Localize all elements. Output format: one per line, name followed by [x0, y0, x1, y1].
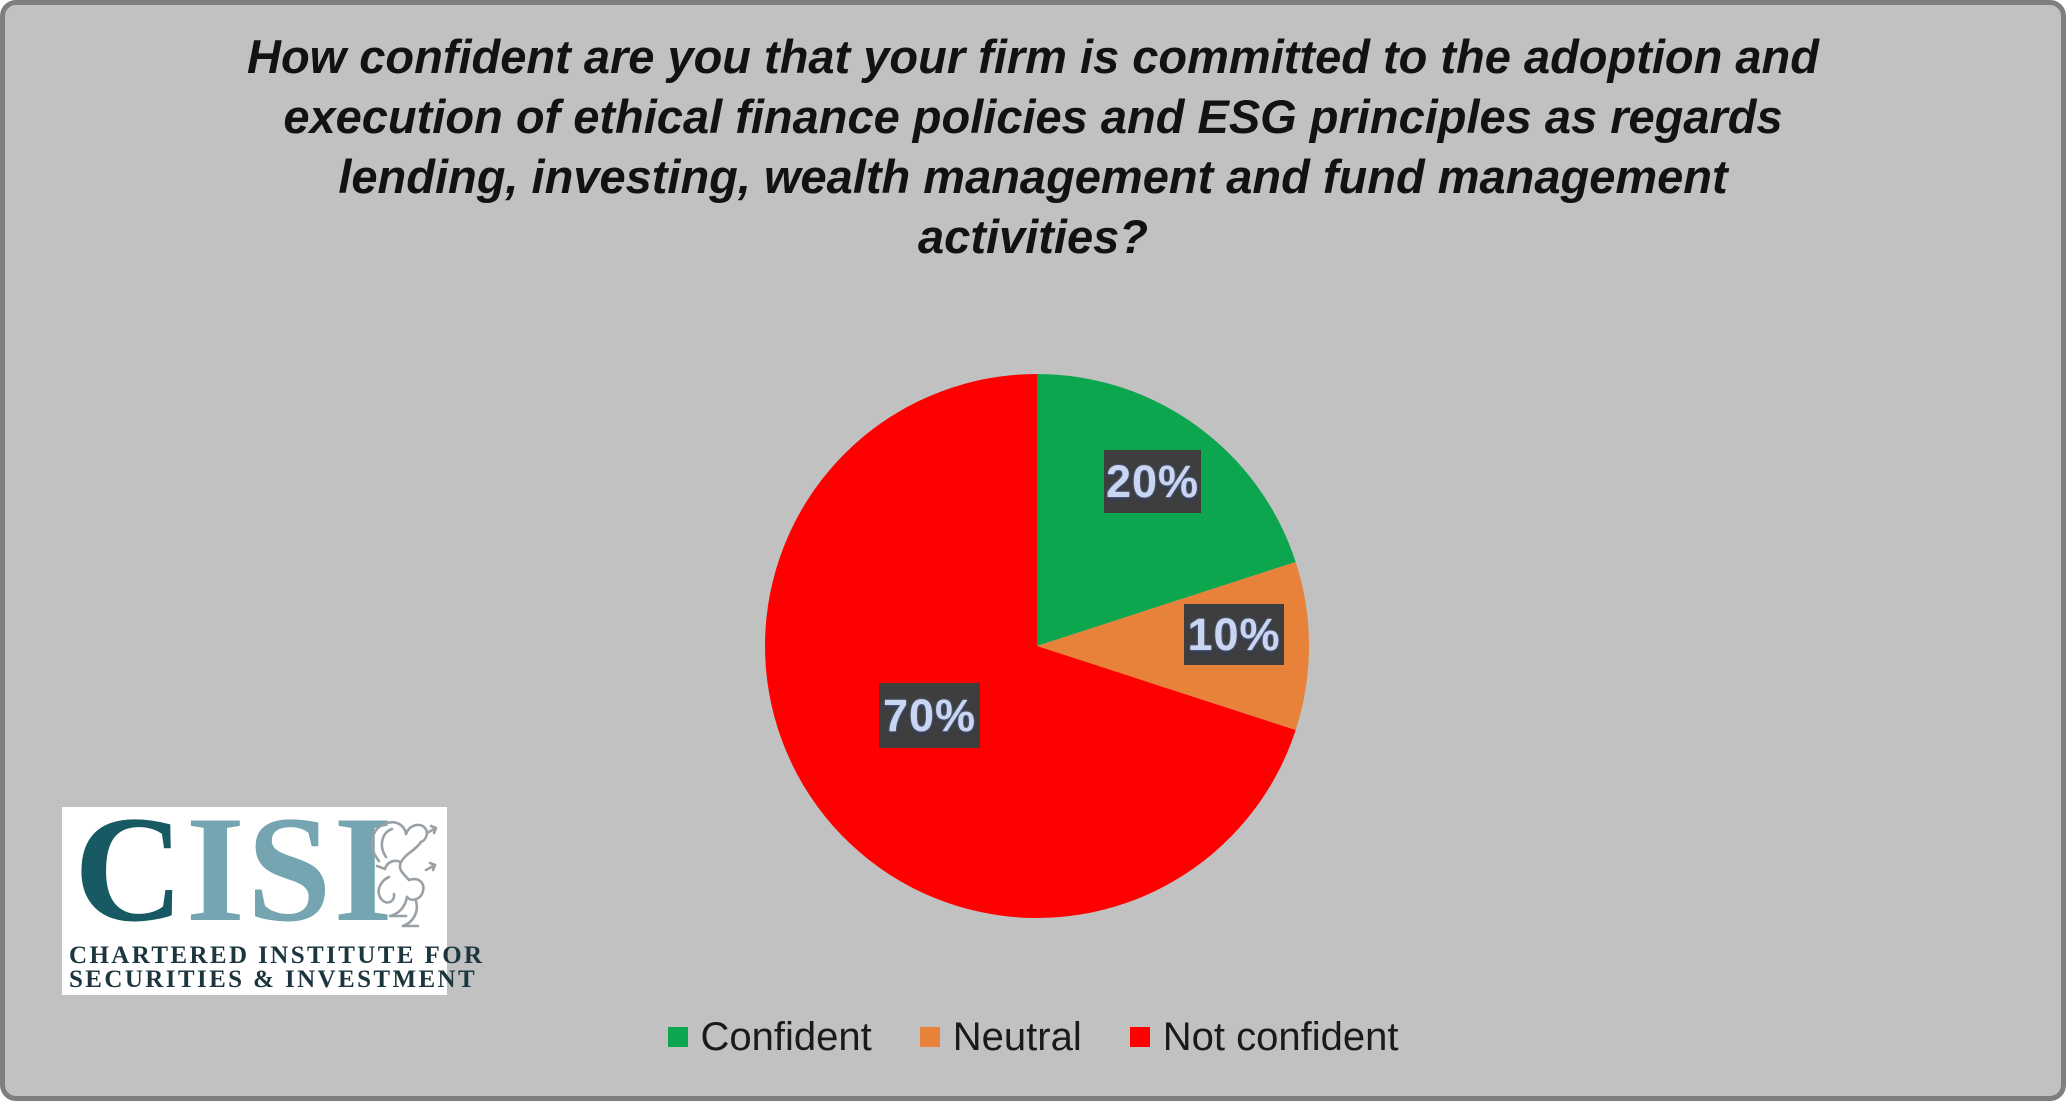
cisi-logo: CISI CHARTERED INSTITUTE FOR SECURITIES …	[62, 793, 485, 995]
legend-swatch-confident-icon	[667, 1027, 688, 1047]
cisi-caption-line2: SECURITIES & INVESTMENT	[69, 966, 478, 993]
pie-slice-not-confident	[765, 374, 1296, 918]
chart-title-line: activities?	[918, 210, 1148, 263]
pie-slice-neutral	[1037, 561, 1309, 731]
cisi-letters-isi: ISI	[185, 785, 395, 953]
data-label-neutral: 10%	[1184, 604, 1284, 665]
legend-label: Neutral	[952, 1014, 1082, 1059]
legend-swatch-not-confident-icon	[1129, 1027, 1150, 1047]
legend-swatch-neutral-icon	[919, 1027, 940, 1047]
chart-title-line: execution of ethical finance policies an…	[283, 90, 1783, 143]
legend-item-neutral: Neutral	[919, 1014, 1082, 1060]
legend-item-not-confident: Not confident	[1129, 1014, 1399, 1060]
chart-title-line: lending, investing, wealth management an…	[338, 150, 1728, 203]
chart-title-line: How confident are you that your firm is …	[247, 30, 1819, 83]
data-label-confident: 20%	[1104, 450, 1201, 513]
cisi-caption-line1: CHARTERED INSTITUTE FOR	[69, 942, 485, 969]
cisi-caption: CHARTERED INSTITUTE FOR SECURITIES & INV…	[69, 942, 485, 993]
chart-title: How confident are you that your firm is …	[85, 27, 1981, 267]
legend-label: Not confident	[1162, 1014, 1399, 1059]
chart-legend: Confident Neutral Not confident	[5, 1009, 2061, 1065]
data-label-not-confident: 70%	[879, 683, 980, 748]
cisi-logo-acronym: CISI	[74, 793, 395, 945]
legend-item-confident: Confident	[667, 1014, 872, 1060]
legend-label: Confident	[700, 1014, 872, 1059]
griffin-icon	[370, 820, 438, 928]
cisi-letter-c: C	[74, 785, 186, 953]
